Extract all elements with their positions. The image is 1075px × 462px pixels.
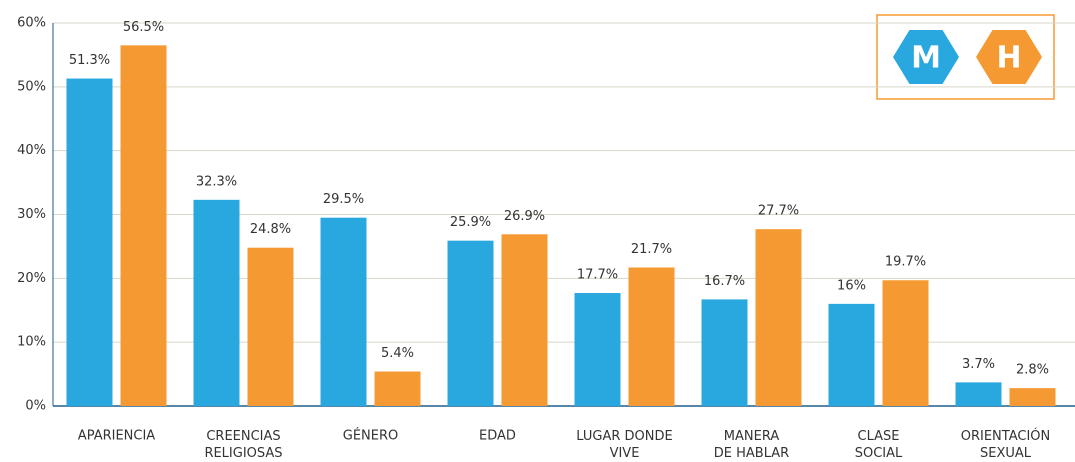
bar [193, 199, 240, 406]
y-tick-label: 10% [17, 335, 46, 350]
value-label: 5.4% [381, 346, 414, 361]
x-tick-label: ORIENTACIÓN SEXUAL [961, 428, 1051, 461]
bar [574, 293, 621, 406]
legend-marker [893, 30, 959, 84]
bar [755, 229, 802, 406]
value-label: 27.7% [758, 204, 799, 219]
x-tick-label: GÉNERO [343, 428, 399, 444]
y-tick-label: 20% [17, 271, 46, 286]
y-tick-label: 0% [25, 399, 46, 414]
value-label: 21.7% [631, 242, 672, 257]
legend-label: M [911, 41, 941, 76]
value-label: 26.9% [504, 209, 545, 224]
y-tick-label: 60% [17, 16, 46, 31]
value-label: 16% [837, 278, 866, 293]
y-tick-label: 50% [17, 79, 46, 94]
bar [247, 247, 294, 406]
value-label: 2.8% [1016, 363, 1049, 378]
bar [66, 78, 113, 406]
value-label: 3.7% [962, 357, 995, 372]
value-label: 16.7% [704, 274, 745, 289]
bar [374, 371, 421, 406]
x-tick-label: EDAD [479, 429, 516, 444]
x-tick-label: LUGAR DONDE VIVE [576, 429, 672, 461]
legend-marker [976, 30, 1042, 84]
bar [120, 45, 167, 406]
bar [628, 267, 675, 406]
bar [955, 382, 1002, 406]
value-label: 56.5% [123, 20, 164, 35]
x-tick-label: CREENCIAS RELIGIOSAS [204, 429, 282, 461]
bar [828, 303, 875, 406]
bar [701, 299, 748, 406]
bar [882, 280, 929, 406]
x-tick-label: APARIENCIA [78, 429, 156, 444]
y-tick-label: 30% [17, 207, 46, 222]
value-label: 29.5% [323, 192, 364, 207]
value-label: 24.8% [250, 222, 291, 237]
x-tick-label: MANERA DE HABLAR [714, 429, 789, 461]
legend-label: H [996, 41, 1021, 76]
x-tick-label: CLASE SOCIAL [855, 429, 903, 461]
bar [501, 234, 548, 406]
bar [447, 240, 494, 406]
value-label: 17.7% [577, 268, 618, 283]
value-label: 51.3% [69, 53, 110, 68]
bar [1009, 388, 1056, 406]
bar [320, 217, 367, 406]
value-label: 32.3% [196, 174, 237, 189]
value-label: 25.9% [450, 215, 491, 230]
y-tick-label: 40% [17, 143, 46, 158]
value-label: 19.7% [885, 255, 926, 270]
